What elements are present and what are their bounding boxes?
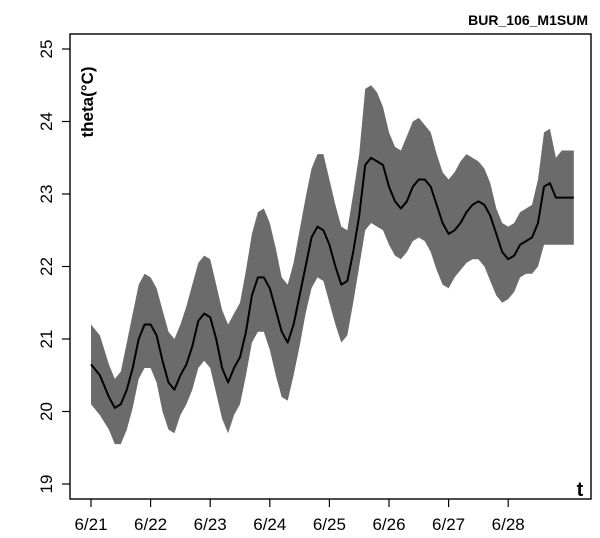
y-tick-label: 23 xyxy=(37,185,56,204)
confidence-band xyxy=(91,85,574,445)
y-tick-label: 25 xyxy=(37,40,56,59)
confidence-band-layer xyxy=(91,85,574,445)
y-axis: 19 20 21 22 23 24 25 xyxy=(37,40,70,494)
x-tick-label: 6/28 xyxy=(492,515,525,534)
y-tick-label: 24 xyxy=(37,112,56,131)
mean-temperature-line xyxy=(90,156,574,409)
chart-title: BUR_106_M1SUM xyxy=(468,12,588,28)
y-axis-title: theta(°C) xyxy=(78,66,97,137)
y-tick-label: 20 xyxy=(37,402,56,421)
x-tick-label: 6/22 xyxy=(134,515,167,534)
y-tick-label: 22 xyxy=(37,257,56,276)
mean-line-layer xyxy=(90,156,574,409)
y-tick-label: 21 xyxy=(37,330,56,349)
x-tick-label: 6/26 xyxy=(372,515,405,534)
x-axis: 6/21 6/22 6/23 6/24 6/25 6/26 6/27 6/28 xyxy=(74,499,525,534)
x-tick-label: 6/23 xyxy=(194,515,227,534)
x-tick-label: 6/24 xyxy=(253,515,286,534)
x-tick-label: 6/21 xyxy=(74,515,107,534)
x-tick-label: 6/25 xyxy=(313,515,346,534)
y-tick-label: 19 xyxy=(37,475,56,494)
x-axis-title: t xyxy=(577,479,584,501)
x-tick-label: 6/27 xyxy=(432,515,465,534)
